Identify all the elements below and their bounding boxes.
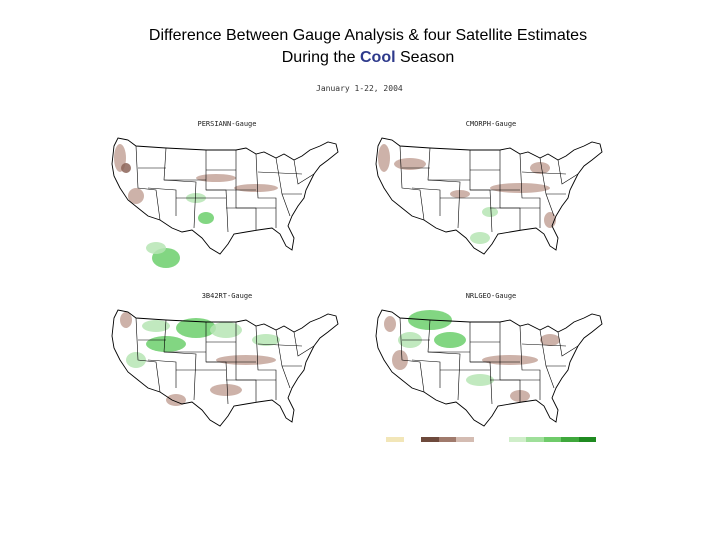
state-boundary [521, 343, 567, 347]
map-panel-3b42rt: 3B42RT-Gauge [106, 292, 348, 442]
state-boundary [521, 171, 567, 175]
precip-difference-region [210, 322, 242, 338]
state-boundary [427, 147, 461, 229]
legend-swatch [508, 437, 526, 442]
state-boundary [293, 159, 315, 185]
precip-difference-region [120, 312, 132, 328]
legend-swatch [543, 437, 561, 442]
precip-difference-region [146, 336, 186, 352]
precip-difference-region [126, 352, 146, 368]
title-highlight-cool: Cool [360, 49, 396, 66]
precip-difference-region [166, 394, 186, 406]
state-boundary [557, 331, 579, 357]
state-boundary [281, 365, 291, 389]
legend-swatch [421, 437, 439, 442]
state-boundary [399, 145, 425, 221]
state-boundary [255, 325, 277, 400]
precip-difference-region [466, 374, 494, 386]
map-panel-persiann: PERSIANN-Gauge [106, 120, 348, 270]
state-boundary [545, 193, 555, 217]
state-boundary [255, 153, 277, 228]
title-suffix: Season [395, 49, 455, 66]
country-outline [111, 309, 339, 427]
country-outline [375, 309, 603, 427]
precip-difference-region [394, 158, 426, 170]
country-outline [375, 137, 603, 255]
precip-difference-region [252, 334, 280, 346]
state-boundary [135, 317, 161, 393]
legend-swatch [526, 437, 544, 442]
country-outline [111, 137, 339, 255]
precip-difference-region [142, 320, 170, 332]
precip-difference-region [128, 188, 144, 204]
state-boundary [281, 193, 291, 217]
precip-difference-region [392, 350, 408, 370]
panel-label: NRLGEO-Gauge [465, 292, 517, 300]
precip-difference-region [434, 332, 466, 348]
precip-difference-region [210, 384, 242, 396]
precip-difference-region [482, 355, 538, 365]
legend-swatch [456, 437, 474, 442]
state-boundary [135, 145, 161, 221]
precip-difference-region [384, 316, 396, 332]
precip-difference-region [198, 212, 214, 224]
legend-color-bar [386, 437, 596, 442]
precip-difference-region [530, 162, 550, 174]
state-boundary [411, 359, 441, 388]
main-title-line1: Difference Between Gauge Analysis & four… [148, 27, 588, 44]
state-boundary [293, 331, 315, 357]
panel-label: PERSIANN-Gauge [197, 120, 257, 128]
legend-swatch [473, 437, 491, 442]
state-boundary [163, 147, 197, 229]
precip-difference-region [470, 232, 490, 244]
state-boundary [147, 359, 177, 388]
legend-swatch [386, 437, 404, 442]
legend-swatch [403, 437, 421, 442]
usa-difference-map [375, 309, 603, 427]
precip-difference-region [121, 163, 131, 173]
precip-difference-region [490, 183, 550, 193]
map-panel-cmorph: CMORPH-Gauge [370, 120, 612, 270]
state-boundary [469, 150, 493, 233]
panel-label: 3B42RT-Gauge [201, 292, 253, 300]
map-panel-nrlgeo: NRLGEO-Gauge [370, 292, 612, 442]
precip-difference-region [378, 144, 390, 172]
usa-difference-map [111, 309, 339, 427]
precip-difference-region [216, 355, 276, 365]
state-boundary [275, 157, 302, 195]
state-boundary [557, 159, 579, 185]
main-title-line2: During the Cool Season [0, 47, 720, 69]
state-boundary [275, 329, 302, 367]
usa-difference-map [375, 137, 603, 255]
state-boundary [163, 319, 197, 401]
precip-difference-region [540, 334, 560, 346]
state-boundary [257, 171, 303, 175]
state-boundary [257, 343, 303, 347]
state-boundary [411, 187, 441, 216]
precip-difference-region [234, 184, 278, 192]
state-boundary [147, 187, 177, 216]
color-legend [386, 437, 596, 449]
legend-swatch [491, 437, 509, 442]
panel-label: CMORPH-Gauge [465, 120, 517, 128]
state-boundary [545, 365, 555, 389]
state-boundary [519, 325, 541, 400]
state-boundary [519, 153, 541, 228]
legend-swatch [561, 437, 579, 442]
state-boundary [399, 317, 425, 393]
precip-difference-region [146, 242, 166, 254]
precip-difference-region [482, 207, 498, 217]
legend-swatch [578, 437, 596, 442]
usa-difference-map [111, 137, 339, 268]
precip-difference-region [450, 190, 470, 198]
precip-difference-region [196, 174, 236, 182]
title-prefix: During the [281, 49, 360, 66]
state-boundary [427, 319, 461, 401]
legend-swatch [438, 437, 456, 442]
date-range-subtitle: January 1-22, 2004 [316, 84, 403, 93]
